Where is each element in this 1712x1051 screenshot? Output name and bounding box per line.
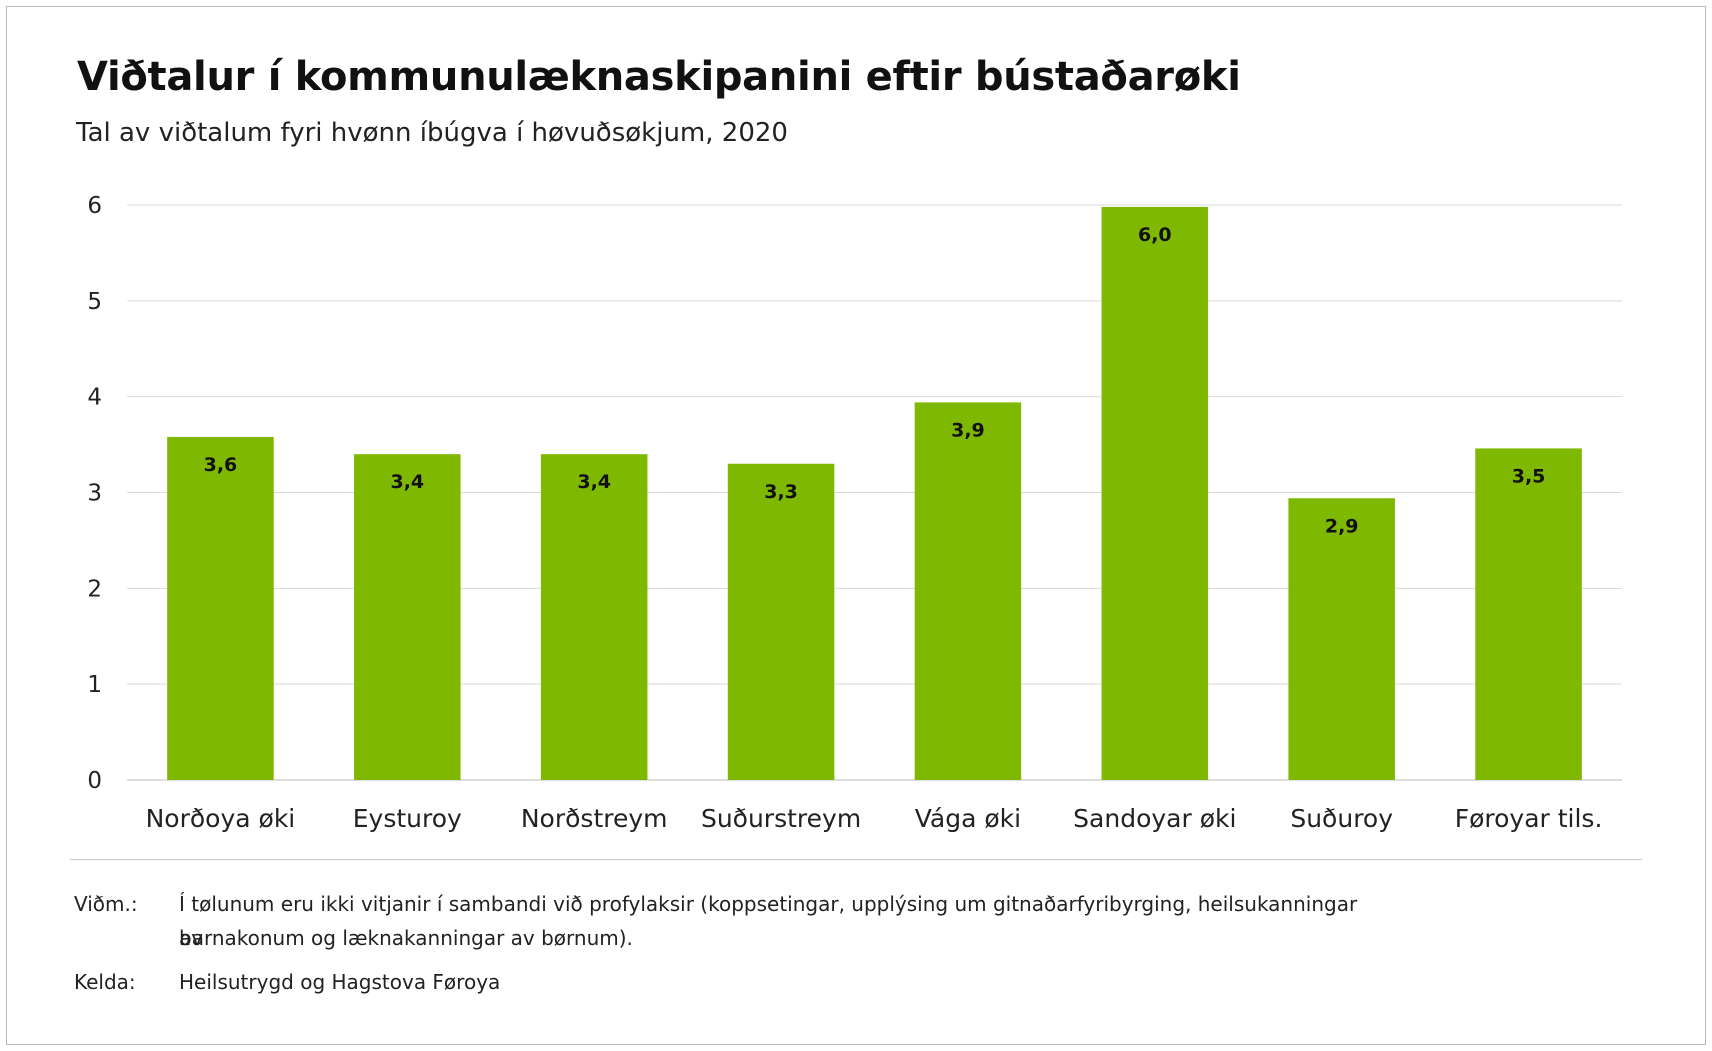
x-tick-label: Eysturoy [353,804,462,833]
x-tick-label: Suðuroy [1290,804,1393,833]
source-text: Heilsutrygd og Hagstova Føroya [179,970,501,994]
chart-frame [6,6,1706,1045]
gridlines [127,204,1622,781]
y-tick-label: 2 [87,576,102,602]
data-label: 2,9 [1325,515,1359,537]
bar-1 [354,454,461,780]
bar-3 [727,463,835,780]
remark-text-line-1: Í tølunum eru ikki vitjanir í sambandi v… [179,892,1358,950]
x-tick-label: Sandoyar øki [1073,804,1236,833]
data-label: 3,6 [204,454,238,476]
x-tick-label: Vága øki [915,804,1021,833]
bar-7 [1475,448,1582,780]
data-label: 6,0 [1138,224,1172,246]
data-label: 3,5 [1512,465,1546,487]
x-axis-ticks: Norðoya øki Eysturoy Norðstreym Suðurstreym… [146,804,1603,833]
x-tick-label: Norðoya øki [146,804,296,833]
bar-5 [1101,206,1209,780]
x-tick-label: Suðurstreym [701,804,861,833]
bar-2 [540,454,648,780]
chart-title: Viðtalur í kommunulæknaskipanini eftir b… [77,54,1241,100]
data-label: 3,9 [951,419,985,441]
data-label: 3,4 [390,471,424,493]
data-label: 3,3 [764,481,798,503]
y-tick-label: 1 [87,672,102,698]
x-tick-label: Føroyar tils. [1455,804,1603,833]
y-tick-label: 0 [87,768,102,794]
bars [167,206,1582,780]
y-tick-label: 3 [87,481,102,507]
bar-4 [914,402,1022,780]
bar-6 [1288,498,1395,780]
remark-label: Viðm.: [74,892,138,916]
y-tick-label: 5 [87,289,102,315]
y-tick-label: 6 [87,193,102,219]
bar-0 [167,436,274,780]
data-labels: 3,6 3,4 3,4 3,3 3,9 6,0 2,9 3,5 [204,224,1546,537]
y-tick-label: 4 [87,385,102,411]
notes-divider [70,859,1642,860]
x-tick-label: Norðstreym [521,804,668,833]
y-axis-ticks: 0 1 2 3 4 5 6 [87,193,102,794]
remark-text-line-2: barnakonum og læknakanningar av børnum). [179,926,633,950]
chart-subtitle: Tal av viðtalum fyri hvønn íbúgva í høvu… [76,118,788,148]
data-label: 3,4 [577,471,611,493]
source-label: Kelda: [74,970,136,994]
